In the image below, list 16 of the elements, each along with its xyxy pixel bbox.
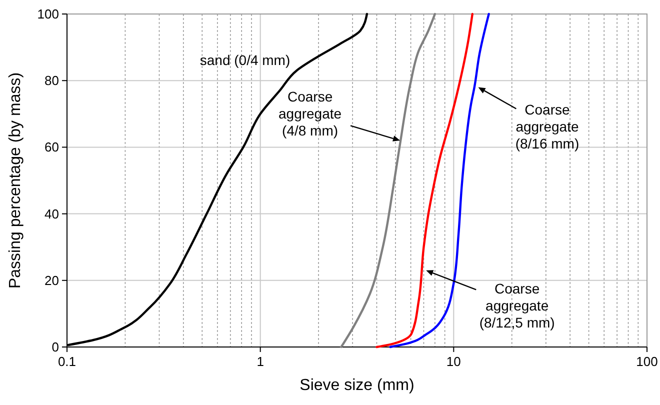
annotation: Coarse aggregate (4/8 mm) [278, 88, 342, 139]
x-tick-label: 100 [636, 354, 658, 369]
x-tick-label: 1 [256, 354, 264, 369]
x-tick-label: 0.1 [58, 354, 76, 369]
x-tick-label: 10 [446, 354, 461, 369]
y-tick-label: 20 [44, 272, 59, 288]
y-tick-label: 40 [44, 206, 59, 222]
x-axis-title: Sieve size (mm) [300, 377, 414, 394]
y-tick-label: 80 [44, 73, 59, 88]
y-tick-label: 0 [52, 340, 59, 354]
y-tick-label: 60 [44, 140, 59, 155]
y-axis-title: Passing percentage (by mass) [7, 72, 24, 289]
annotation: Coarse aggregate (8/12,5 mm) [479, 280, 555, 330]
annotation: Coarse aggregate (8/16 mm) [515, 101, 580, 152]
y-tick-label: 100 [37, 6, 59, 22]
annotation: sand (0/4 mm) [200, 52, 290, 68]
